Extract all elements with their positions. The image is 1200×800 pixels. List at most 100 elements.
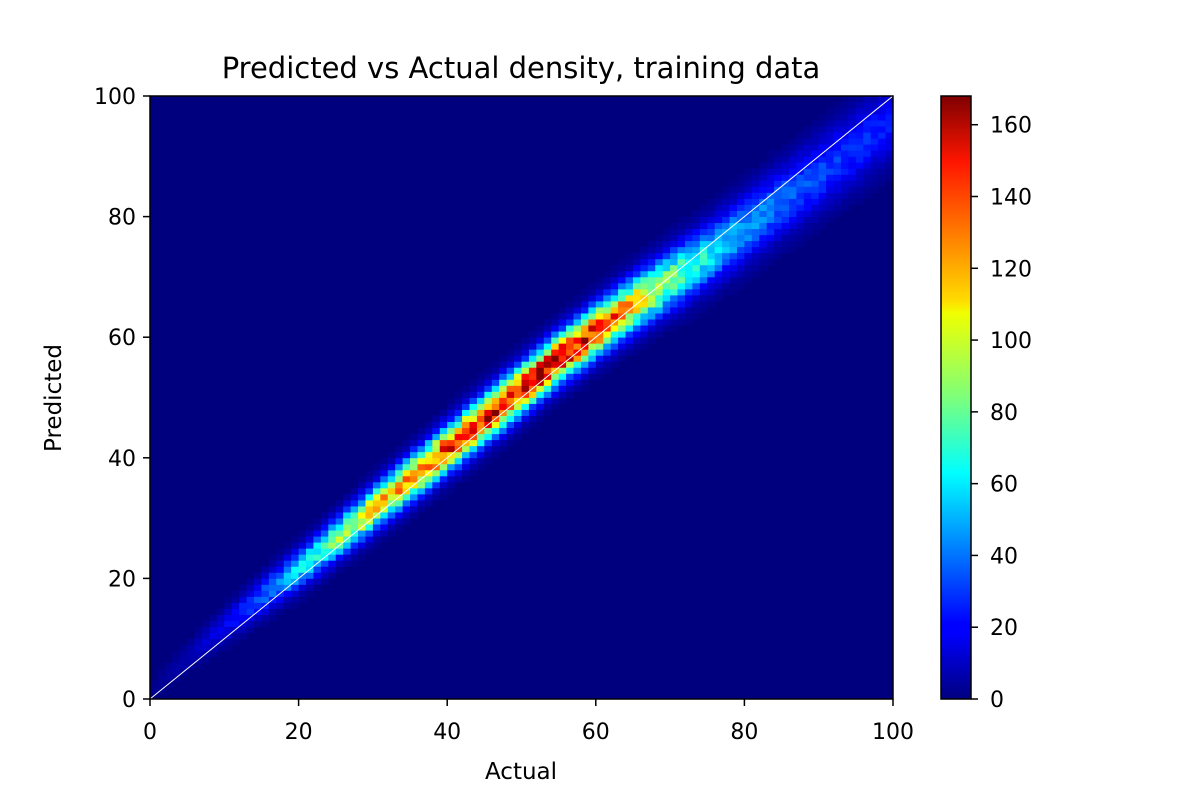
heatmap-cell [566, 361, 574, 368]
heatmap-cell [521, 403, 530, 410]
heatmap-cell [372, 530, 381, 537]
heatmap-cell [313, 572, 322, 579]
heatmap-cell [551, 403, 560, 410]
heatmap-cell [276, 608, 285, 615]
heatmap-cell [424, 421, 433, 429]
heatmap-cell [387, 512, 396, 519]
heatmap-cell [729, 252, 738, 260]
heatmap-cell [395, 475, 404, 483]
heatmap-cell [811, 168, 820, 175]
heatmap-cell [528, 343, 537, 350]
heatmap-cell [484, 445, 493, 453]
heatmap-cell [662, 228, 671, 236]
heatmap-cell [202, 638, 210, 646]
heatmap-cell [826, 204, 834, 211]
heatmap-cell [848, 150, 857, 157]
x-axis: 0 20 40 60 80 100 [143, 699, 914, 745]
heatmap-cell [491, 373, 500, 380]
heatmap-cell [744, 204, 753, 211]
heatmap-cell [744, 174, 753, 181]
heatmap-cell [714, 252, 723, 260]
heatmap-cell [395, 524, 404, 531]
heatmap-cell [670, 288, 678, 296]
heatmap-cell [410, 433, 418, 441]
heatmap-cell [855, 138, 864, 145]
heatmap-cell [729, 246, 738, 254]
heatmap-cell [840, 168, 849, 175]
heatmap-cell [833, 192, 842, 199]
heatmap-cell [744, 252, 753, 260]
heatmap-cell [744, 180, 753, 187]
heatmap-cell [736, 258, 745, 266]
heatmap-cell [328, 536, 337, 543]
heatmap-cell [462, 463, 470, 471]
heatmap-cell [751, 210, 760, 217]
heatmap-cell [417, 445, 426, 453]
heatmap-cell [751, 258, 760, 266]
heatmap-cell [707, 204, 716, 211]
heatmap-cell [380, 524, 389, 531]
heatmap-cell [514, 421, 522, 429]
heatmap-cell [261, 620, 270, 628]
heatmap-cell [320, 566, 329, 573]
heatmap-cell [677, 216, 686, 224]
heatmap-cell [603, 307, 612, 314]
heatmap-cell [774, 222, 782, 230]
heatmap-cell [566, 343, 574, 350]
heatmap-cell [291, 596, 299, 603]
heatmap-cell [432, 451, 441, 459]
heatmap-cell [410, 469, 418, 477]
heatmap-cell [744, 258, 753, 266]
heatmap-cell [803, 228, 812, 236]
heatmap-cell [826, 174, 834, 181]
heatmap-cell [863, 144, 872, 151]
heatmap-cell [640, 264, 649, 272]
heatmap-cell [818, 162, 827, 169]
heatmap-cell [826, 132, 834, 139]
heatmap-cell [350, 487, 359, 495]
heatmap-cell [885, 120, 893, 127]
heatmap-cell [796, 216, 805, 224]
heatmap-cell [781, 162, 790, 169]
heatmap-cell [306, 584, 314, 591]
heatmap-cell [870, 150, 879, 157]
heatmap-cell [358, 542, 366, 549]
heatmap-cell [573, 301, 582, 308]
heatmap-cell [402, 463, 411, 471]
heatmap-cell [766, 174, 775, 181]
heatmap-cell [506, 379, 515, 386]
heatmap-cell [224, 620, 233, 628]
heatmap-cell [655, 240, 664, 248]
heatmap-cell [380, 493, 389, 501]
heatmap-cell [447, 439, 456, 447]
heatmap-cell [476, 433, 485, 441]
heatmap-cell [855, 192, 864, 199]
heatmap-cell [670, 307, 678, 314]
heatmap-cell [387, 487, 396, 495]
heatmap-cell [521, 349, 530, 356]
heatmap-cell [692, 288, 701, 296]
heatmap-cell [551, 313, 560, 320]
heatmap-cell [417, 487, 426, 495]
heatmap-cell [662, 270, 671, 278]
heatmap-cell [588, 331, 597, 338]
heatmap-cell [402, 506, 411, 513]
heatmap-cell [372, 487, 381, 495]
heatmap-cell [454, 409, 463, 416]
heatmap-cell [670, 228, 678, 236]
heatmap-cell [796, 180, 805, 187]
heatmap-cell [291, 584, 299, 591]
heatmap-cell [469, 439, 478, 447]
heatmap-cell [484, 385, 493, 392]
heatmap-cell [751, 198, 760, 205]
heatmap-cell [781, 192, 790, 199]
heatmap-cell [722, 204, 730, 211]
heatmap-cell [454, 433, 463, 441]
heatmap-cell [848, 186, 857, 193]
heatmap-cell [202, 644, 210, 652]
heatmap-cell [573, 385, 582, 392]
colorbar: 0 20 40 60 80 100 120 140 160 [940, 95, 1032, 713]
heatmap-cell [670, 264, 678, 272]
heatmap-cell [840, 204, 849, 211]
heatmap-cell [372, 475, 381, 483]
